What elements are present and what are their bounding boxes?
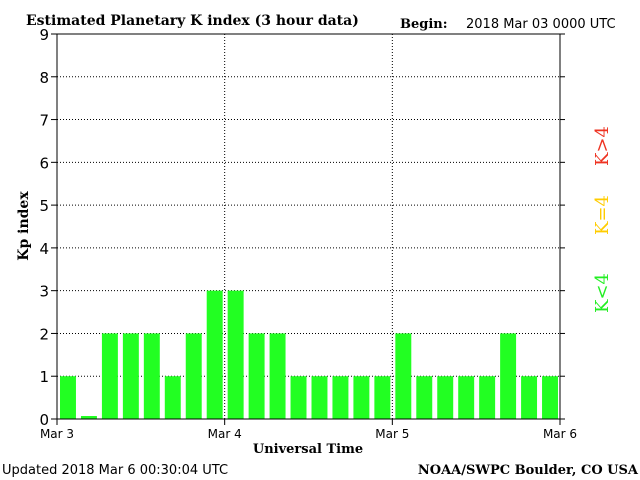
legend-entry: K=4	[592, 195, 613, 235]
y-tick-label: 8	[39, 69, 49, 87]
plot-frame	[56, 33, 561, 420]
kp-bar	[290, 376, 307, 419]
x-tick-label: Mar 3	[40, 427, 74, 441]
y-tick-label: 7	[39, 112, 49, 130]
kp-bar	[248, 333, 265, 419]
y-tick-labels: 0 1 2 3 4 5 6 7 8 9	[39, 26, 49, 429]
y-tick-label: 6	[39, 154, 49, 172]
kp-bar	[353, 376, 370, 419]
y-tick-label: 0	[39, 411, 49, 429]
legend-entry: K>4	[592, 126, 613, 166]
y-axis-label: Kp index	[16, 191, 32, 261]
kp-bar	[80, 416, 97, 419]
kp-bar	[479, 376, 496, 419]
bars	[60, 290, 558, 419]
y-tick-label: 5	[39, 197, 49, 215]
x-tick-label: Mar 5	[375, 427, 409, 441]
kp-bar	[416, 376, 433, 419]
kp-bar	[143, 333, 160, 419]
kp-bar	[374, 376, 391, 419]
credit-label: NOAA/SWPC Boulder, CO USA	[418, 463, 639, 478]
y-tick-label: 3	[39, 283, 49, 301]
kp-bar	[60, 376, 76, 419]
kp-bar	[437, 376, 454, 419]
x-axis-label: Universal Time	[253, 442, 363, 457]
y-tick-label: 2	[39, 325, 49, 343]
y-tick-label: 9	[39, 26, 49, 44]
y-tick-label: 4	[39, 240, 49, 258]
legend: K<4 K=4 K>4	[592, 126, 613, 313]
x-tick-label: Mar 4	[208, 427, 242, 441]
kp-bar	[521, 376, 538, 419]
kp-bar	[122, 333, 139, 419]
grid-lines	[57, 34, 560, 419]
kp-bar	[227, 290, 244, 419]
axis-ticks	[51, 33, 565, 425]
kp-bar	[542, 376, 558, 419]
kp-bar	[311, 376, 328, 419]
kp-bar	[458, 376, 475, 419]
kp-bar	[101, 333, 118, 419]
begin-value: 2018 Mar 03 0000 UTC	[466, 17, 616, 32]
kp-bar	[332, 376, 349, 419]
y-tick-label: 1	[39, 368, 49, 386]
kp-bar	[206, 290, 223, 419]
begin-label: Begin:	[400, 17, 448, 32]
x-tick-labels: Mar 3 Mar 4 Mar 5 Mar 6	[40, 427, 577, 441]
x-tick-label: Mar 6	[543, 427, 577, 441]
kp-bar	[269, 333, 286, 419]
chart-title: Estimated Planetary K index (3 hour data…	[26, 13, 359, 29]
legend-entry: K<4	[592, 273, 613, 313]
kp-bar	[164, 376, 181, 419]
kp-bar	[500, 333, 517, 419]
updated-timestamp: Updated 2018 Mar 6 00:30:04 UTC	[2, 463, 228, 478]
kp-bar	[395, 333, 412, 419]
kp-bar	[185, 333, 202, 419]
